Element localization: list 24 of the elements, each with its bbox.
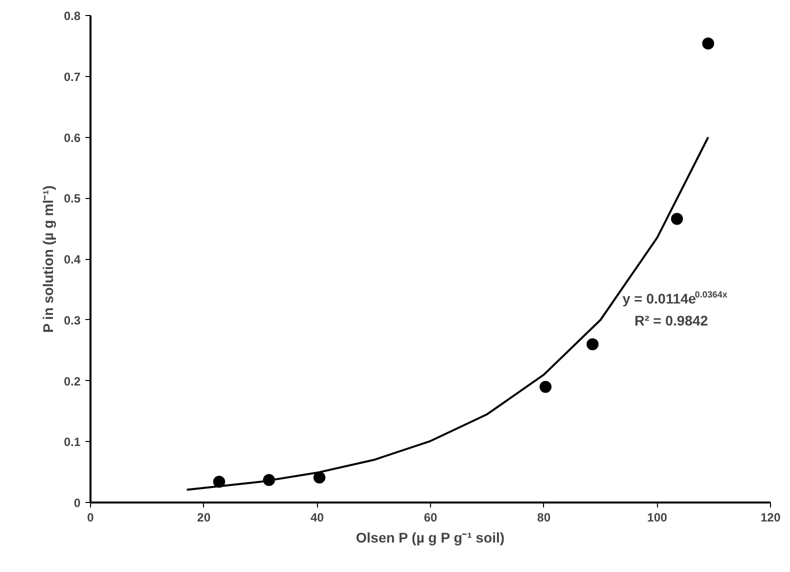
y-tick-label: 0.8	[64, 9, 81, 23]
point	[540, 380, 552, 393]
x-tick-label: 60	[424, 510, 438, 524]
y-tick-label: 0	[74, 496, 81, 510]
x-tick-label: 100	[647, 510, 668, 524]
y-tick-label: 0.7	[64, 70, 81, 84]
y-tick-label: 0.1	[64, 435, 81, 450]
point	[702, 38, 714, 50]
x-axis-title: Olsen P (µ g P g⁻¹ soil)	[356, 530, 505, 546]
point	[671, 212, 683, 225]
x-tick-label: 20	[197, 510, 211, 524]
y-axis-title: P in solution (µ g ml⁻¹)	[40, 185, 56, 333]
x-tick-label: 40	[310, 510, 324, 524]
x-tick-label: 120	[760, 510, 781, 524]
point	[586, 338, 599, 350]
y-tick-label: 0.4	[64, 252, 81, 266]
annotation: R² = 0.9842	[634, 312, 708, 328]
y-tick-label: 0.6	[64, 130, 81, 145]
point	[313, 472, 326, 484]
x-tick-label: 0	[87, 510, 94, 524]
y-tick-label: 0.3	[64, 313, 81, 328]
y-tick-label: 0.5	[64, 192, 81, 206]
y-tick-label: 0.2	[64, 374, 81, 388]
x-tick-label: 80	[537, 510, 551, 524]
